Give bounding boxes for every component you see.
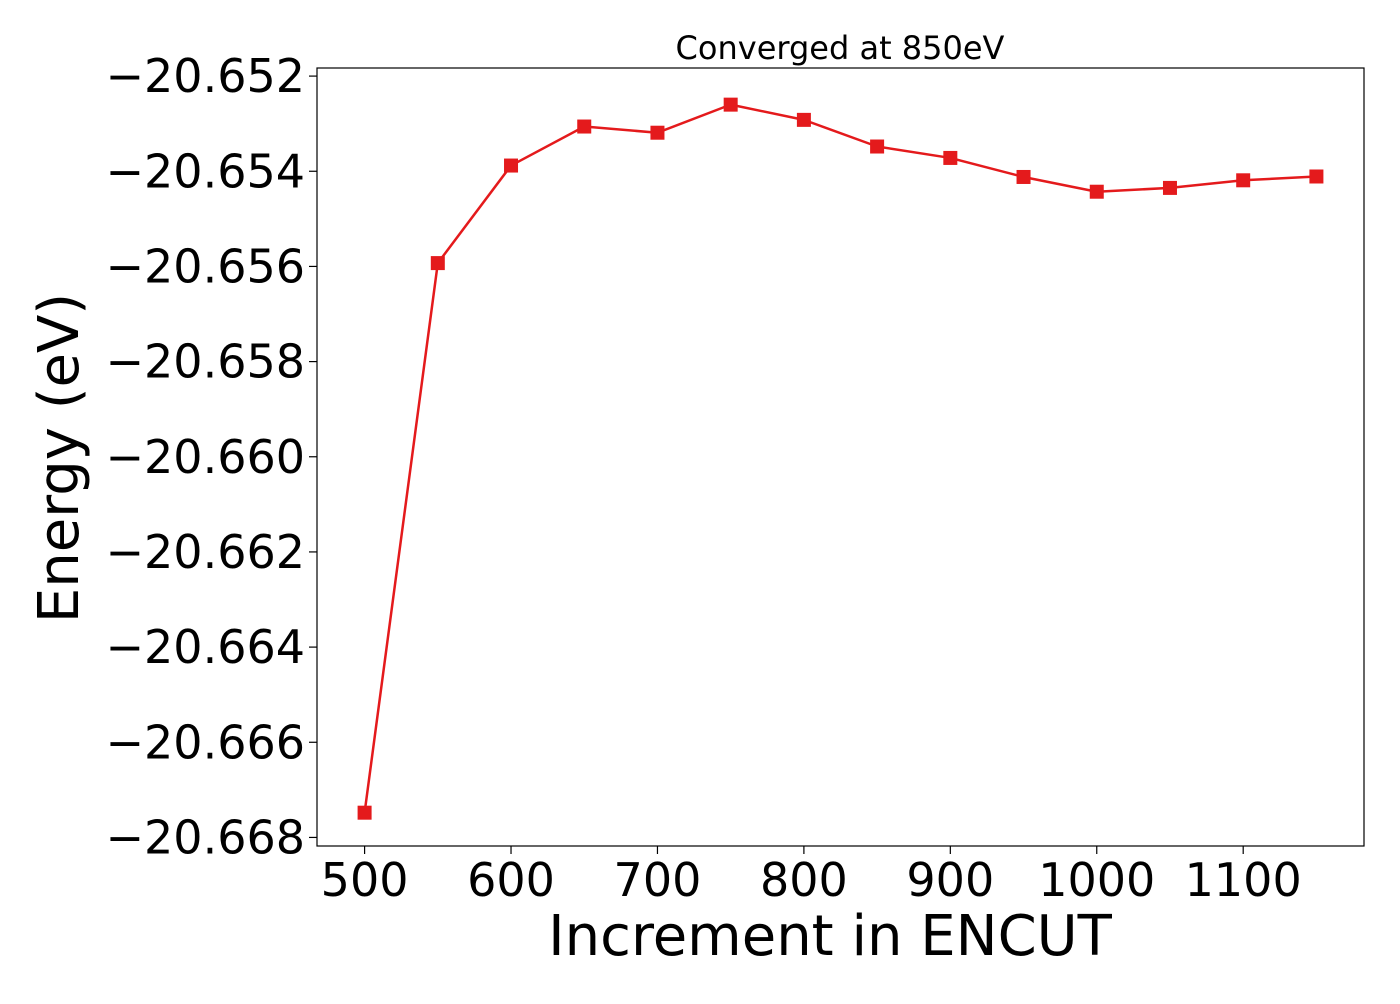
data-point bbox=[796, 112, 811, 127]
y-tick-label: −20.658 bbox=[106, 335, 306, 389]
data-point bbox=[1089, 184, 1104, 199]
y-tick-label: −20.662 bbox=[106, 525, 306, 579]
plot-frame bbox=[316, 67, 1365, 847]
y-tick-label: −20.656 bbox=[106, 239, 306, 293]
chart-title: Converged at 850eV bbox=[676, 29, 1005, 67]
data-point bbox=[870, 139, 885, 154]
y-tick-label: −20.664 bbox=[106, 620, 306, 674]
x-tick-label: 600 bbox=[467, 853, 555, 907]
y-tick-label: −20.668 bbox=[106, 810, 306, 864]
y-axis-title: Energy (eV) bbox=[27, 293, 92, 623]
x-axis-title: Increment in ENCUT bbox=[548, 904, 1113, 969]
y-tick-label: −20.660 bbox=[106, 430, 306, 484]
data-point bbox=[650, 125, 665, 140]
data-point bbox=[1162, 180, 1177, 195]
y-tick-label: −20.666 bbox=[106, 715, 306, 769]
data-point bbox=[943, 150, 958, 165]
data-point bbox=[430, 256, 445, 271]
x-tick-label: 1100 bbox=[1185, 853, 1302, 907]
data-point bbox=[577, 119, 592, 134]
x-tick-label: 1000 bbox=[1038, 853, 1155, 907]
data-point bbox=[1236, 173, 1251, 188]
x-tick-label: 500 bbox=[321, 853, 409, 907]
data-point bbox=[357, 805, 372, 820]
data-point bbox=[504, 158, 519, 173]
x-tick-label: 900 bbox=[906, 853, 994, 907]
plot-area: 500 600 700 800 900 1000 1100 −20.652 −20.654 −20… bbox=[106, 49, 1324, 907]
data-point bbox=[723, 97, 738, 112]
x-tick-label: 800 bbox=[760, 853, 848, 907]
data-point bbox=[1309, 169, 1324, 184]
series-line bbox=[363, 103, 1317, 813]
x-tick-label: 700 bbox=[614, 853, 702, 907]
y-tick-label: −20.654 bbox=[106, 144, 306, 198]
y-tick-label: −20.652 bbox=[106, 49, 306, 103]
data-point bbox=[1016, 169, 1031, 184]
